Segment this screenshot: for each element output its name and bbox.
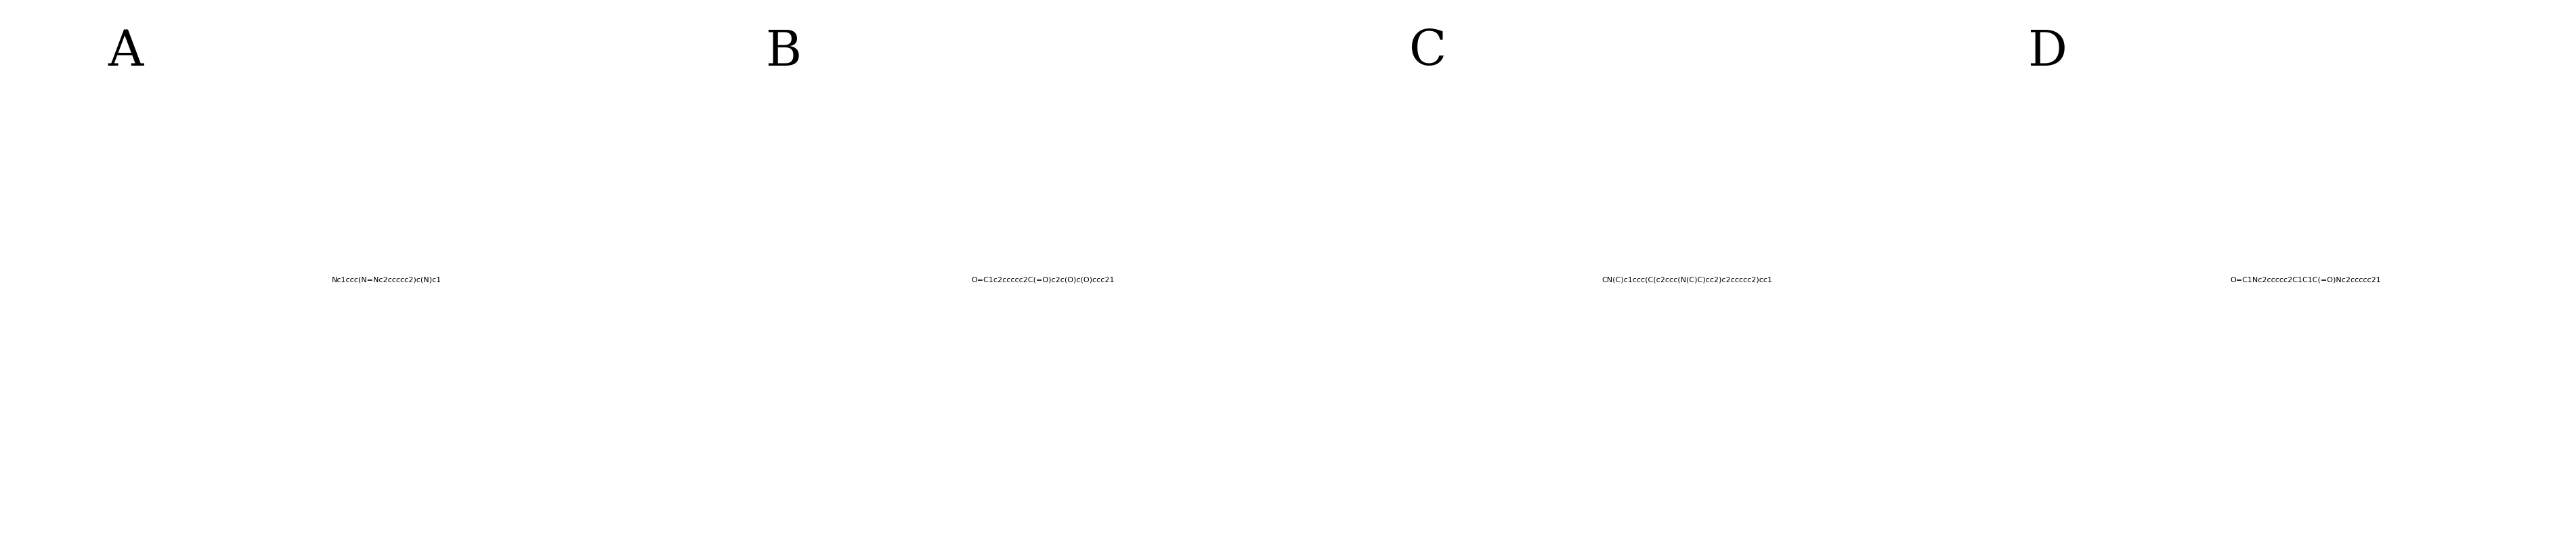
Text: B: B [765, 28, 801, 75]
Text: O=C1Nc2ccccc2C1C1C(=O)Nc2ccccc21: O=C1Nc2ccccc2C1C1C(=O)Nc2ccccc21 [2231, 276, 2380, 283]
Text: D: D [2027, 28, 2066, 75]
Text: O=C1c2ccccc2C(=O)c2c(O)c(O)ccc21: O=C1c2ccccc2C(=O)c2c(O)c(O)ccc21 [971, 276, 1115, 283]
Text: A: A [108, 28, 144, 75]
Text: CN(C)c1ccc(C(c2ccc(N(C)C)cc2)c2ccccc2)cc1: CN(C)c1ccc(C(c2ccc(N(C)C)cc2)c2ccccc2)cc… [1602, 276, 1772, 283]
Text: C: C [1409, 28, 1448, 75]
Text: Nc1ccc(N=Nc2ccccc2)c(N)c1: Nc1ccc(N=Nc2ccccc2)c(N)c1 [332, 276, 440, 283]
